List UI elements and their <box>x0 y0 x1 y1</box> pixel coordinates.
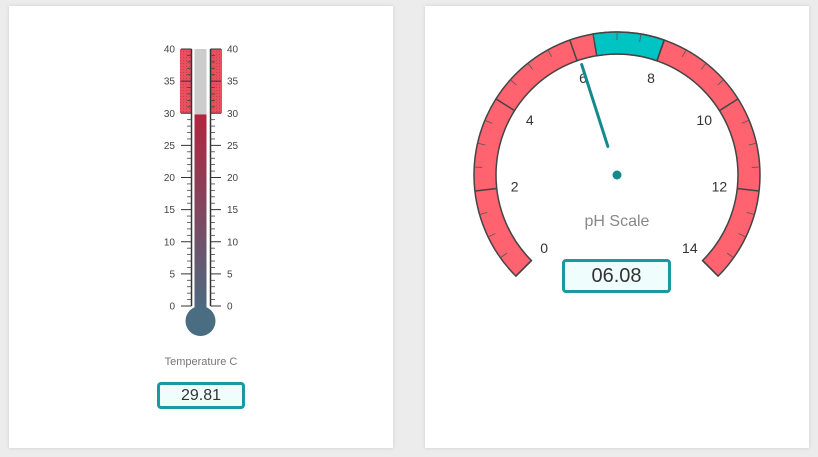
tick-label-right: 0 <box>227 302 233 313</box>
ph-gauge-widget: 0 2 4 6 8 10 12 14 pH Scale <box>473 31 761 278</box>
major-tick <box>656 39 665 62</box>
minor-tick <box>746 211 755 215</box>
gauge-needle <box>580 63 610 148</box>
minor-tick <box>477 142 486 146</box>
minor-tick <box>726 252 734 259</box>
minor-tick <box>500 252 508 259</box>
major-tick <box>719 98 739 112</box>
minor-tick <box>717 79 724 86</box>
tick-label-left: 25 <box>164 141 176 152</box>
thermometer-widget: 0 0 5 5 10 10 15 15 20 20 25 25 30 30 35 35 40 40 Temperat… <box>164 45 239 369</box>
tick-label-left: 20 <box>164 173 176 184</box>
minor-tick <box>700 62 707 70</box>
tick-label-right: 20 <box>227 173 239 184</box>
thermometer-panel: 0 0 5 5 10 10 15 15 20 20 25 25 30 30 35 35 40 40 Temperat… <box>9 6 393 448</box>
minor-tick <box>484 119 493 124</box>
tick-label-left: 30 <box>164 109 176 120</box>
tick-label: 6 <box>579 70 587 86</box>
minor-tick <box>738 233 747 238</box>
minor-tick <box>748 142 757 146</box>
thermometer-title: Temperature C <box>165 356 238 368</box>
gauge-title: pH Scale <box>585 213 650 230</box>
tick-label-right: 5 <box>227 269 233 280</box>
tick-label-left: 35 <box>164 77 176 88</box>
major-tick <box>495 98 515 112</box>
tick-label-left: 15 <box>164 205 176 216</box>
gauge-normal-zone <box>592 31 666 62</box>
minor-tick <box>527 62 534 70</box>
tick-label-left: 0 <box>169 302 175 313</box>
minor-tick <box>681 49 687 58</box>
tick-label-left: 40 <box>164 45 176 56</box>
tick-label: 4 <box>526 112 534 128</box>
tick-label-right: 15 <box>227 205 239 216</box>
ph-value-box: 06.08 <box>562 259 671 293</box>
major-tick <box>474 187 497 192</box>
minor-tick <box>547 49 553 58</box>
tick-label-right: 40 <box>227 45 239 56</box>
major-tick <box>569 39 578 62</box>
major-tick <box>515 260 532 277</box>
thermometer-mercury <box>194 114 207 314</box>
needle-hub <box>612 170 622 180</box>
temperature-value-box: 29.81 <box>157 382 245 409</box>
gauge-panel: 0 2 4 6 8 10 12 14 pH Scale 06.08 <box>425 6 809 448</box>
thermometer-bulb <box>185 306 216 336</box>
tick-label-right: 35 <box>227 77 239 88</box>
tick-label: 0 <box>540 240 548 256</box>
minor-tick <box>741 119 750 124</box>
minor-tick <box>639 33 642 42</box>
tick-label: 14 <box>682 240 698 256</box>
minor-tick <box>592 33 595 42</box>
tick-label-right: 30 <box>227 109 239 120</box>
tick-label: 2 <box>511 179 519 195</box>
major-tick <box>737 187 760 192</box>
tick-label-right: 25 <box>227 141 239 152</box>
tick-label: 10 <box>696 112 712 128</box>
minor-tick <box>479 211 488 215</box>
gauge-band <box>473 31 761 278</box>
minor-tick <box>510 79 517 86</box>
major-tick <box>702 260 719 277</box>
tick-label-right: 10 <box>227 237 239 248</box>
minor-tick <box>487 233 496 238</box>
tick-label-left: 5 <box>169 269 175 280</box>
tick-label: 12 <box>712 179 728 195</box>
tick-label-left: 10 <box>164 237 176 248</box>
tick-label: 8 <box>647 70 655 86</box>
